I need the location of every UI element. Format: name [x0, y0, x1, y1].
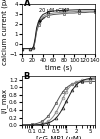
Text: B: B	[23, 72, 30, 81]
X-axis label: [cG-MP] (μM): [cG-MP] (μM)	[36, 136, 81, 139]
Y-axis label: I/I_max: I/I_max	[1, 88, 8, 113]
Text: A: A	[24, 0, 30, 8]
X-axis label: time (s): time (s)	[45, 64, 72, 71]
Text: 20 μM cGMP: 20 μM cGMP	[39, 8, 69, 22]
Y-axis label: calcium current (pA): calcium current (pA)	[2, 0, 8, 65]
